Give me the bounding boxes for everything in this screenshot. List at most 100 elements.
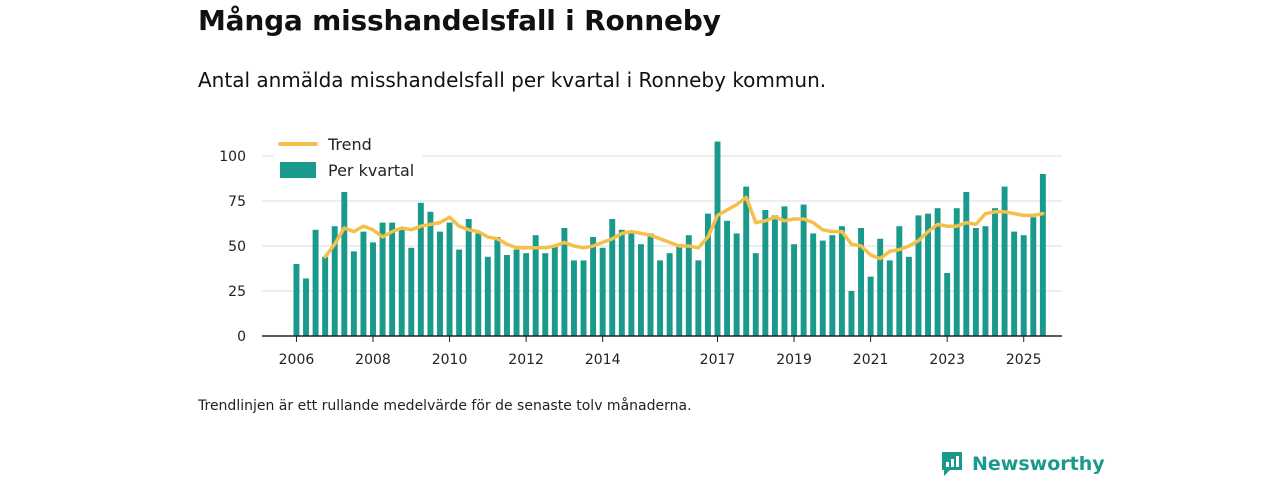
bar [829, 235, 836, 336]
legend-bars-swatch [280, 162, 316, 178]
bar [561, 228, 568, 336]
bar [838, 226, 845, 336]
bar [523, 253, 530, 336]
bar [580, 260, 587, 336]
bar [762, 210, 769, 336]
bar [446, 222, 453, 336]
y-tick-label: 75 [228, 194, 246, 210]
bar [915, 215, 922, 336]
bar [350, 251, 357, 336]
bar [657, 260, 664, 336]
bar [905, 256, 912, 336]
bar [896, 226, 903, 336]
x-tick-label: 2021 [853, 352, 889, 368]
bar [944, 273, 951, 336]
bar [465, 219, 472, 336]
bar [293, 264, 300, 336]
bar [676, 244, 683, 336]
bar [331, 226, 338, 336]
bar [1020, 235, 1027, 336]
bar [771, 215, 778, 336]
bar [322, 256, 329, 336]
x-tick-label: 2006 [279, 352, 315, 368]
trend-series [323, 195, 1045, 261]
footnote: Trendlinjen är ett rullande medelvärde f… [198, 398, 692, 414]
bar [370, 242, 376, 336]
bar [886, 260, 893, 336]
y-tick-label: 50 [228, 239, 246, 255]
bar [417, 202, 424, 336]
bar [571, 260, 577, 336]
bar [513, 249, 520, 336]
bar [972, 228, 979, 336]
chart-title: Många misshandelsfall i Ronneby [198, 4, 721, 37]
axes: 0 25 50 75 100 2006 2008 2010 2012 2014 2017 2019 20… [219, 149, 1062, 368]
x-tick-label: 2008 [355, 352, 391, 368]
legend: Trend Per kvartal [274, 130, 422, 184]
bar [925, 213, 931, 336]
bar [398, 228, 405, 336]
bar [628, 231, 635, 336]
x-tick-label: 2025 [1006, 352, 1042, 368]
y-tick-label: 0 [237, 329, 246, 345]
bar-line-chart: 0 25 50 75 100 2006 2008 2010 2012 2014 2017 2019 20… [219, 130, 1062, 368]
bar [303, 278, 309, 336]
trend-line [323, 195, 1045, 261]
bar-series [293, 141, 1046, 336]
bar [408, 247, 415, 336]
bar [609, 219, 616, 336]
bar [456, 249, 463, 336]
bar [934, 208, 941, 336]
bar [427, 211, 434, 336]
bar [800, 204, 807, 336]
bar [685, 235, 692, 336]
x-tick-label: 2023 [929, 352, 965, 368]
bar [551, 246, 558, 336]
legend-bars-label: Per kvartal [328, 161, 414, 180]
bar [389, 222, 396, 336]
bar [781, 206, 788, 336]
bar [484, 256, 491, 336]
bar [1030, 217, 1037, 336]
bar [858, 228, 865, 336]
bar [542, 253, 549, 336]
bar [379, 222, 386, 336]
brand-logo[interactable]: Newsworthy [940, 450, 1105, 478]
bar [714, 141, 721, 336]
bar [953, 208, 960, 336]
legend-trend-label: Trend [327, 135, 372, 154]
bar [437, 231, 443, 336]
bar [1011, 231, 1018, 336]
bar [810, 233, 817, 336]
bar [599, 247, 606, 336]
x-tick-label: 2019 [776, 352, 812, 368]
bar [982, 226, 989, 336]
bar [877, 238, 884, 336]
newsworthy-logo-icon [942, 452, 962, 476]
y-tick-label: 100 [219, 149, 246, 165]
bar [666, 253, 673, 336]
brand-name: Newsworthy [972, 453, 1105, 475]
bar [752, 253, 759, 336]
bar [867, 276, 874, 336]
bar [733, 233, 740, 336]
bar [963, 192, 970, 336]
bar [312, 229, 319, 336]
bar [743, 186, 750, 336]
x-tick-label: 2017 [700, 352, 736, 368]
y-tick-label: 25 [228, 284, 246, 300]
bar [791, 244, 798, 336]
bar [504, 255, 510, 336]
bar [647, 233, 654, 336]
x-tick-label: 2012 [508, 352, 544, 368]
bar [341, 192, 348, 336]
bar [1001, 186, 1008, 336]
bar [360, 231, 367, 336]
bar [637, 244, 644, 336]
bar [695, 260, 702, 336]
x-tick-label: 2014 [585, 352, 621, 368]
bar [494, 237, 501, 336]
chart-subtitle: Antal anmälda misshandelsfall per kvarta… [198, 68, 827, 92]
bar [618, 229, 625, 336]
bar [532, 235, 539, 336]
